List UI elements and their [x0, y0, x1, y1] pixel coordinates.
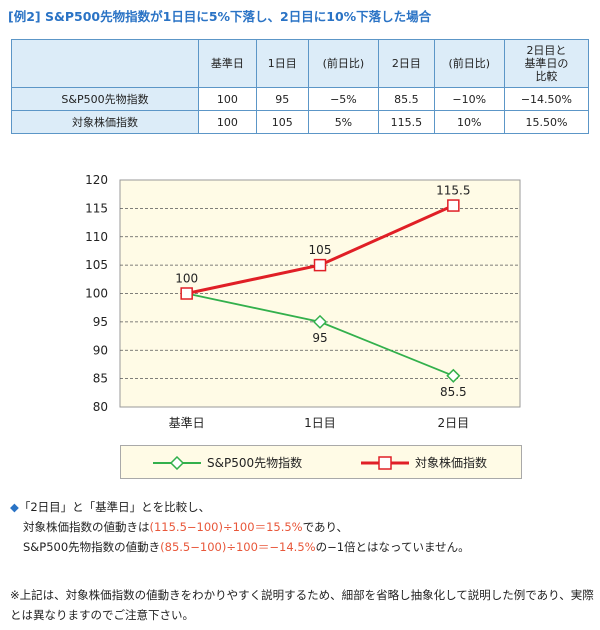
table-header-cell: [11, 39, 199, 88]
table-cell: −5%: [307, 87, 380, 111]
y-tick-label: 110: [85, 230, 108, 244]
data-label: 85.5: [440, 385, 467, 399]
table-row: 対象株価指数 100 105 5% 115.5 10% 15.50%: [11, 110, 590, 134]
y-tick-label: 100: [85, 287, 108, 301]
table-row: S&P500先物指数 100 95 −5% 85.5 −10% −14.50%: [11, 87, 590, 111]
comparison-table: 基準日 1日目 (前日比) 2日目 (前日比) 2日目と 基準日の 比較 S&P…: [11, 39, 590, 134]
legend-label: S&P500先物指数: [207, 456, 303, 470]
data-point: [312, 314, 328, 329]
y-tick-label: 115: [85, 201, 108, 215]
note-line: S&P500先物指数の値動き(85.5−100)÷100＝−14.5%の−1倍と…: [23, 540, 470, 554]
x-tick-label: 1日目: [304, 416, 336, 430]
y-tick-label: 90: [93, 343, 108, 357]
x-tick-label: 2日目: [438, 416, 470, 430]
y-tick-label: 120: [85, 173, 108, 187]
data-point: [313, 258, 327, 272]
table-cell: −14.50%: [503, 87, 590, 111]
legend-swatch-diamond-icon: [153, 455, 201, 470]
legend-item-sp500: S&P500先物指数: [153, 454, 302, 471]
data-label: 95: [312, 331, 327, 345]
note-line: ◆「2日目」と「基準日」とを比較し、: [10, 500, 211, 514]
table-header-cell: 2日目: [378, 39, 435, 88]
table-header-cell: (前日比): [433, 39, 505, 88]
data-label: 100: [175, 272, 198, 286]
table-cell: 105: [255, 110, 309, 134]
data-point: [180, 287, 193, 300]
table-header-cell: 基準日: [198, 39, 257, 88]
chart-legend: S&P500先物指数 対象株価指数: [120, 445, 522, 479]
data-point: [447, 199, 460, 212]
table-cell: 115.5: [378, 110, 435, 134]
table-row-label: 対象株価指数: [11, 110, 199, 134]
table-header-cell: (前日比): [307, 39, 380, 88]
diamond-bullet-icon: ◆: [10, 500, 19, 514]
note-line: 対象株価指数の値動きは(115.5−100)÷100＝15.5%であり、: [23, 520, 349, 534]
x-tick-label: 基準日: [169, 415, 205, 430]
line-chart: 80 85 90 95 100 105 110 115 120 基準日 1日目 2日目 95 85.5 10…: [85, 173, 521, 430]
data-label: 105: [309, 243, 332, 257]
explanation-note: ◆「2日目」と「基準日」とを比較し、 対象株価指数の値動きは(115.5−100…: [10, 497, 470, 557]
table-header-cell: 1日目: [255, 39, 309, 88]
legend-item-target: 対象株価指数: [361, 454, 487, 471]
y-tick-label: 80: [93, 400, 108, 414]
data-point: [446, 368, 461, 383]
table-cell: 5%: [307, 110, 380, 134]
y-tick-label: 85: [93, 372, 108, 386]
table-cell: −10%: [433, 87, 505, 111]
legend-swatch-square-icon: [361, 455, 409, 470]
table-row-label: S&P500先物指数: [11, 87, 199, 111]
table-cell: 100: [198, 110, 257, 134]
y-tick-label: 95: [93, 315, 108, 329]
table-cell: 10%: [433, 110, 505, 134]
page-title: [例2] S&P500先物指数が1日目に5%下落し、2日目に10%下落した場合: [8, 9, 432, 24]
table-header-cell: 2日目と 基準日の 比較: [503, 39, 590, 88]
data-label: 115.5: [436, 184, 470, 198]
y-tick-label: 105: [85, 258, 108, 272]
table-cell: 85.5: [378, 87, 435, 111]
legend-label: 対象株価指数: [415, 456, 488, 470]
table-header-row: 基準日 1日目 (前日比) 2日目 (前日比) 2日目と 基準日の 比較: [11, 39, 590, 88]
table-cell: 95: [255, 87, 309, 111]
footnote: ※上記は、対象株価指数の値動きをわかりやすく説明するため、細部を省略し抽象化して…: [10, 588, 594, 622]
table-cell: 100: [198, 87, 257, 111]
table-cell: 15.50%: [503, 110, 590, 134]
